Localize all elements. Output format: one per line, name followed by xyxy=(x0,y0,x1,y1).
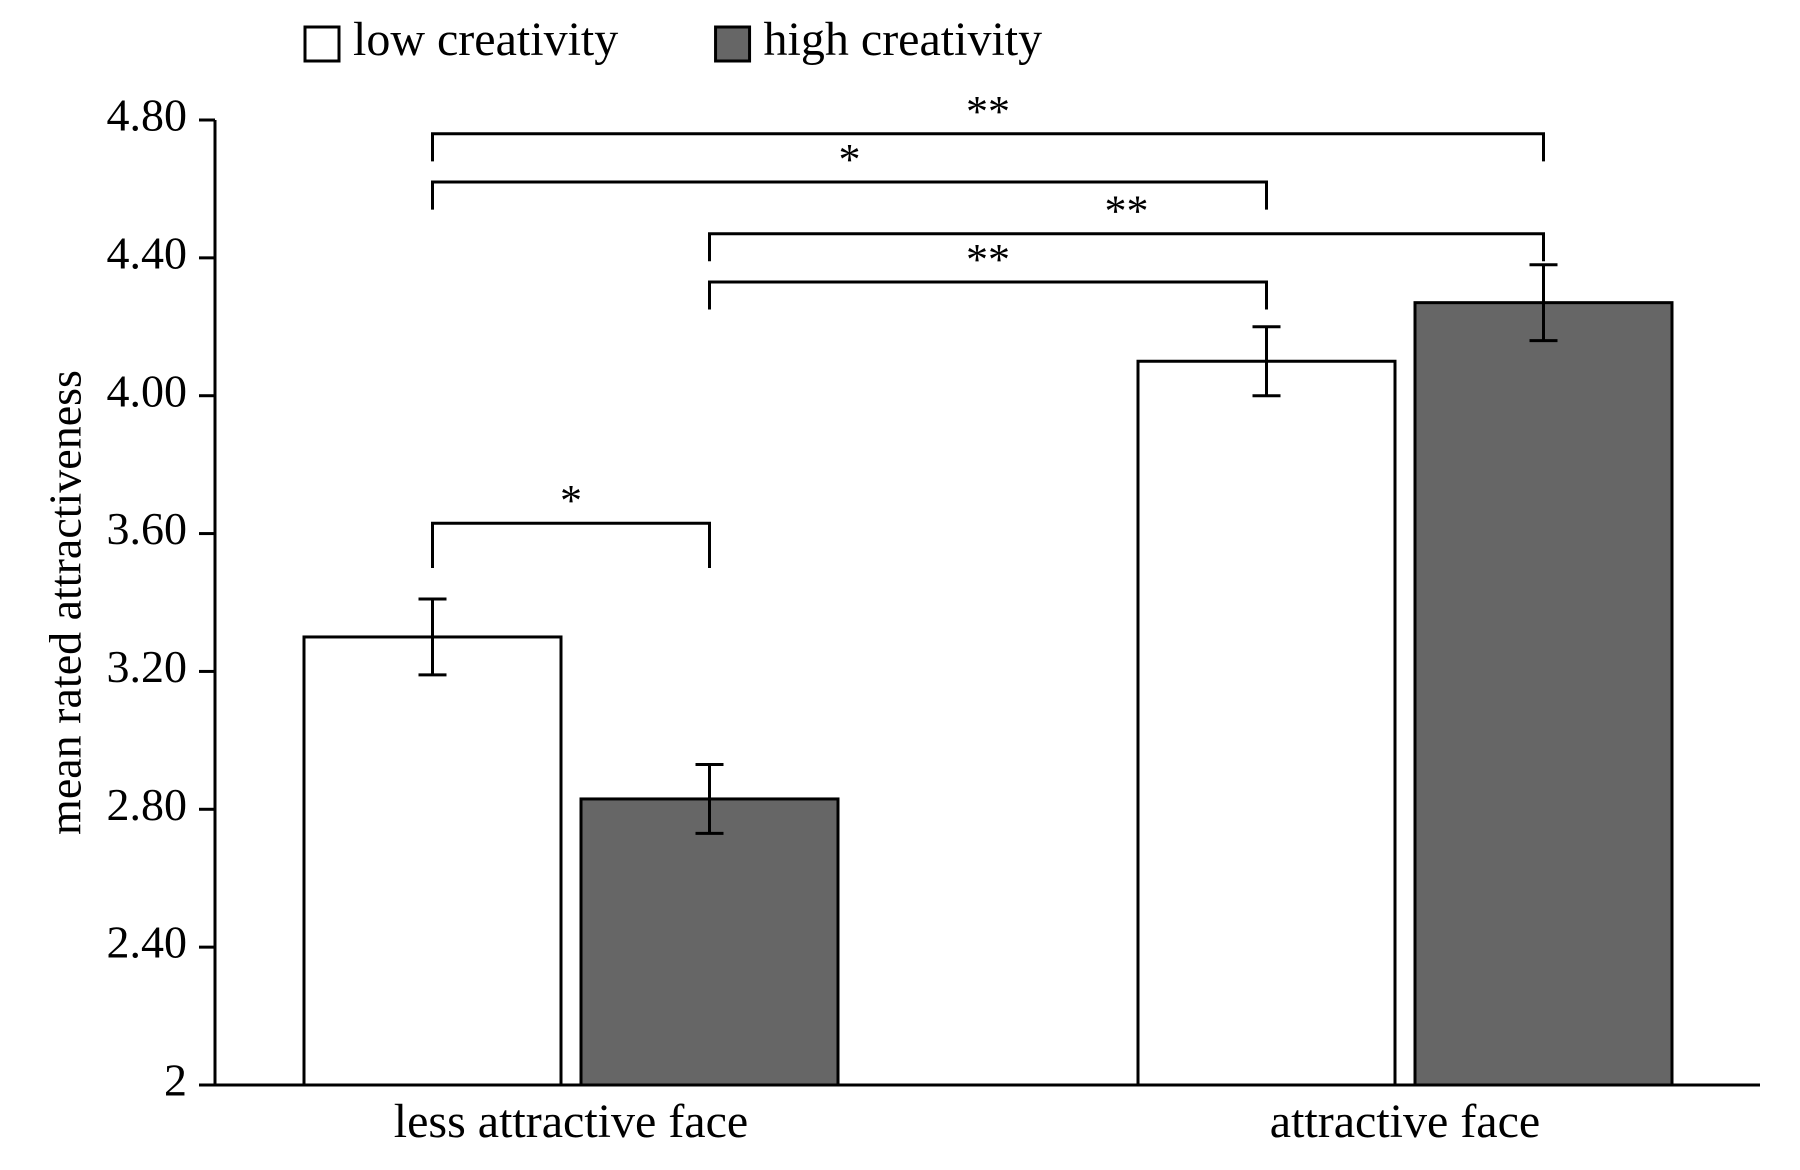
legend-swatch xyxy=(305,27,339,61)
y-tick-label: 4.40 xyxy=(107,227,188,278)
bar-less-attractive-face-low-creativity xyxy=(304,637,561,1085)
significance-label: ** xyxy=(1105,187,1149,236)
significance-label: * xyxy=(839,135,861,184)
significance-bracket xyxy=(433,523,710,568)
bar-less-attractive-face-high-creativity xyxy=(581,799,838,1085)
bar-attractive-face-high-creativity xyxy=(1415,303,1672,1085)
y-tick-label: 4.80 xyxy=(107,90,188,141)
significance-label: ** xyxy=(966,235,1010,284)
y-tick-label: 2.80 xyxy=(107,779,188,830)
legend-swatch xyxy=(716,27,750,61)
category-label: attractive face xyxy=(1270,1095,1540,1148)
significance-label: * xyxy=(560,476,582,525)
legend-label: low creativity xyxy=(353,13,618,66)
category-label: less attractive face xyxy=(394,1095,748,1148)
significance-bracket xyxy=(433,134,1544,162)
y-tick-label: 2.40 xyxy=(107,917,188,968)
significance-bracket xyxy=(710,234,1544,262)
bar-chart: 2 2.40 2.80 3.20 3.60 4.00 4.40 4.80 mean rated … xyxy=(0,0,1800,1170)
y-tick-label: 2 xyxy=(164,1055,187,1106)
significance-label: ** xyxy=(966,87,1010,136)
y-axis-label: mean rated attractiveness xyxy=(40,370,91,835)
bar-attractive-face-low-creativity xyxy=(1138,361,1395,1085)
y-tick-label: 3.60 xyxy=(107,503,188,554)
significance-bracket xyxy=(710,282,1267,310)
legend-label: high creativity xyxy=(764,13,1043,66)
y-tick-label: 4.00 xyxy=(107,365,188,416)
y-tick-label: 3.20 xyxy=(107,641,188,692)
